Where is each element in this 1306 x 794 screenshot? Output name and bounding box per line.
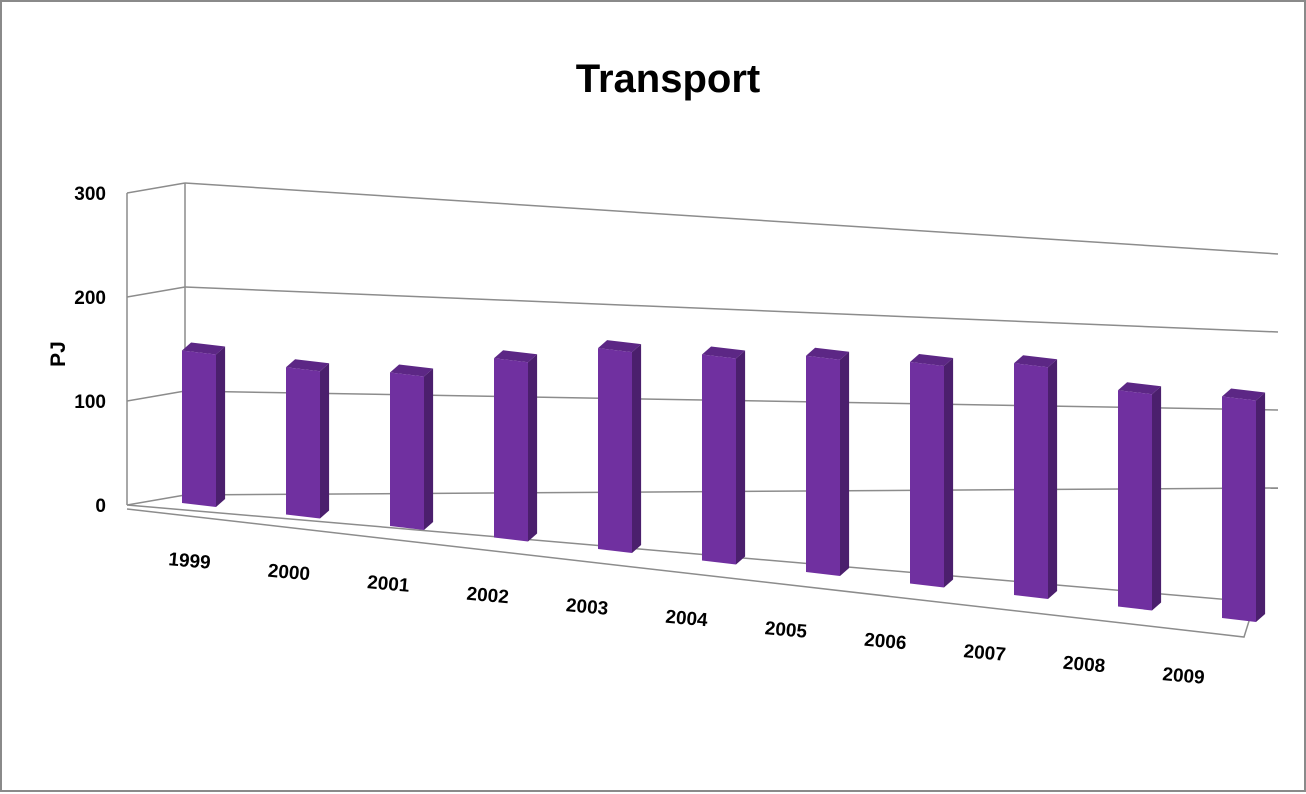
bar-2001 xyxy=(390,364,434,530)
x-tick-label: 2000 xyxy=(267,561,311,586)
side-gridline-1 xyxy=(126,390,186,402)
x-tick-label: 2009 xyxy=(1162,664,1206,689)
x-tick-label: 2003 xyxy=(565,595,609,620)
bar-front xyxy=(390,372,424,530)
bar-top xyxy=(806,347,850,360)
x-tick-label: 2008 xyxy=(1062,653,1106,678)
bar-top xyxy=(182,342,226,355)
bar-side xyxy=(944,358,954,588)
bar-1999 xyxy=(182,342,226,507)
bar-2007 xyxy=(1014,355,1058,599)
side-gridline-2 xyxy=(126,286,186,298)
bar-2008 xyxy=(1118,382,1162,611)
bar-side xyxy=(320,363,330,519)
gridline-2 xyxy=(184,286,1279,333)
bar-side xyxy=(1048,359,1058,599)
bar-2005 xyxy=(806,347,850,576)
bar-top xyxy=(1118,382,1162,395)
bar-front xyxy=(598,348,632,553)
y-tick-label: 300 xyxy=(74,184,106,205)
bar-side xyxy=(1152,386,1162,611)
bar-top xyxy=(910,354,954,367)
y-tick-label: 100 xyxy=(74,392,106,413)
bar-front xyxy=(286,367,320,519)
bar-2009 xyxy=(1222,388,1266,622)
x-tick-labels: 1999 2000 2001 2002 2003 2004 2005 2006 2007 2008… xyxy=(168,549,1206,689)
x-tick-label: 2006 xyxy=(863,630,907,655)
x-tick-label: 2002 xyxy=(466,584,510,609)
bar-side xyxy=(528,354,538,542)
gridline-3 xyxy=(184,182,1279,255)
side-gridline-0 xyxy=(126,494,186,506)
bar-front xyxy=(494,358,528,542)
y-tick-label: 0 xyxy=(95,496,106,517)
bar-front xyxy=(182,350,216,507)
bar-side xyxy=(216,346,226,507)
y-tick-label: 200 xyxy=(74,288,106,309)
bar-side xyxy=(424,368,434,530)
x-tick-label: 2005 xyxy=(764,618,808,643)
bar-front xyxy=(702,354,736,565)
bar-front xyxy=(1014,363,1048,599)
y-tick-labels: 0 100 200 300 xyxy=(74,184,106,517)
x-tick-label: 2001 xyxy=(366,572,410,597)
side-gridline-3 xyxy=(126,182,186,194)
bar-top xyxy=(702,346,746,359)
bar-front xyxy=(806,355,840,576)
bar-top xyxy=(598,340,642,353)
x-tick-label: 1999 xyxy=(168,549,212,574)
bar-top xyxy=(494,350,538,363)
bar-side xyxy=(1256,392,1266,622)
bar-side xyxy=(736,350,746,565)
bar-front xyxy=(910,362,944,588)
y-axis-label: PJ xyxy=(47,341,70,367)
bar-2006 xyxy=(910,354,954,588)
bar-side xyxy=(632,344,642,553)
bar-2003 xyxy=(598,340,642,553)
bar-2000 xyxy=(286,359,330,519)
bar-top xyxy=(1222,388,1266,401)
x-tick-label: 2004 xyxy=(665,607,709,632)
bar-front xyxy=(1118,390,1152,611)
bar-top xyxy=(390,364,434,377)
bar-top xyxy=(286,359,330,372)
bar-side xyxy=(840,351,850,576)
bar-top xyxy=(1014,355,1058,368)
bar-2002 xyxy=(494,350,538,542)
bar-front xyxy=(1222,396,1256,622)
chart-title: Transport xyxy=(576,57,760,101)
bar-layer xyxy=(182,340,1266,622)
x-tick-label: 2007 xyxy=(963,641,1007,666)
bar-2004 xyxy=(702,346,746,565)
